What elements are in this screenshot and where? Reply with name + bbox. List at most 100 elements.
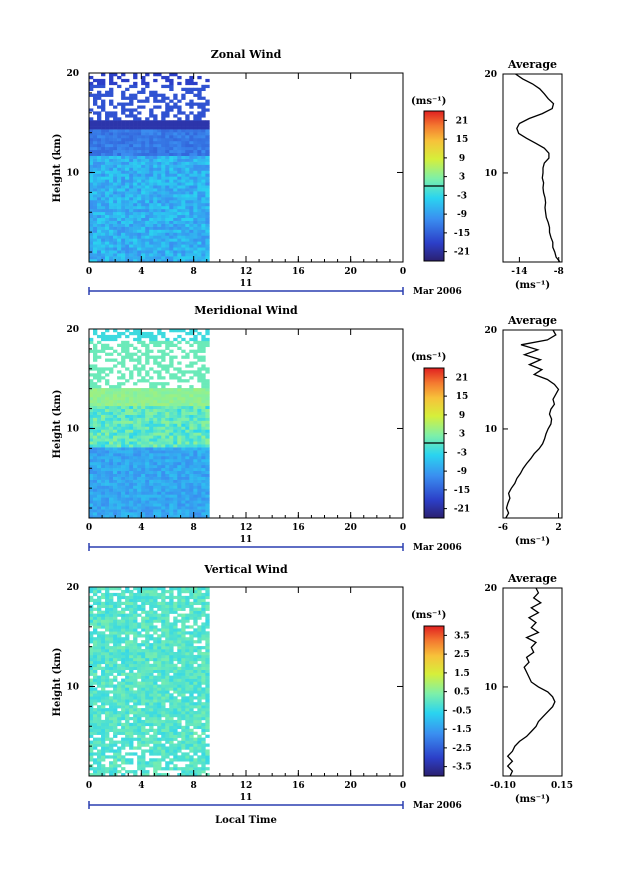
field-cell (113, 229, 118, 233)
field-cell (125, 616, 130, 620)
field-cell (181, 146, 186, 151)
field-cell (145, 687, 150, 691)
field-cell (181, 604, 186, 608)
field-cell (149, 226, 154, 230)
field-cell (93, 396, 98, 401)
field-cell (105, 173, 110, 177)
field-cell (109, 408, 114, 412)
field-cell (197, 235, 202, 239)
field-cell (137, 725, 142, 730)
field-cell (197, 464, 202, 469)
field-cell (117, 253, 122, 257)
field-cell (101, 755, 106, 759)
field-cell (101, 660, 106, 665)
field-cell (105, 604, 110, 608)
colorbar-tick-label: 15 (456, 392, 469, 402)
field-cell (149, 158, 154, 162)
field-cell (89, 423, 94, 427)
field-cell (133, 637, 138, 641)
field-cell (157, 672, 162, 676)
field-cell (177, 99, 182, 103)
field-cell (165, 607, 170, 611)
field-cell (125, 229, 130, 233)
field-cell (113, 385, 118, 389)
field-cell (141, 120, 146, 124)
field-cell (189, 399, 194, 404)
field-cell (109, 250, 114, 254)
field-cell (169, 622, 174, 626)
field-cell (157, 494, 162, 498)
field-cell (121, 331, 126, 336)
field-cell (161, 675, 166, 679)
field-cell (201, 226, 206, 230)
field-cell (101, 367, 106, 371)
field-cell (117, 634, 122, 638)
field-cell (185, 197, 190, 201)
field-cell (117, 646, 122, 650)
field-cell (89, 432, 94, 436)
field-cell (93, 214, 98, 218)
field-cell (141, 191, 146, 195)
field-cell (173, 161, 178, 165)
field-cell (89, 758, 94, 762)
field-cell (161, 140, 166, 145)
x-tick-label: 12 (240, 523, 253, 533)
field-cell (117, 208, 122, 213)
field-cell (93, 675, 98, 679)
field-cell (177, 205, 182, 210)
field-cell (117, 684, 122, 688)
field-cell (101, 722, 106, 727)
field-cell (141, 678, 146, 682)
field-cell (181, 405, 186, 410)
field-cell (189, 476, 194, 480)
field-cell (161, 643, 166, 647)
field-cell (113, 349, 118, 353)
field-cell (89, 654, 94, 659)
field-cell (161, 217, 166, 221)
field-cell (193, 740, 198, 744)
field-cell (93, 767, 98, 771)
field-cell (193, 361, 198, 365)
field-cell (185, 205, 190, 210)
field-cell (197, 232, 202, 236)
field-cell (93, 447, 98, 451)
field-cell (153, 749, 158, 753)
field-cell (141, 619, 146, 623)
field-cell (169, 179, 174, 183)
field-cell (101, 194, 106, 198)
field-cell (161, 188, 166, 192)
field-cell (181, 402, 186, 407)
field-cell (157, 737, 162, 741)
field-cell (133, 220, 138, 224)
field-cell (97, 202, 102, 207)
field-cell (173, 654, 178, 659)
field-cell (93, 696, 98, 700)
field-cell (109, 713, 114, 718)
field-cell (185, 503, 190, 507)
field-cell (145, 331, 150, 336)
field-cell (125, 702, 130, 706)
field-cell (181, 500, 186, 504)
field-cell (113, 749, 118, 753)
field-cell (197, 423, 202, 427)
field-cell (117, 429, 122, 433)
field-cell (141, 503, 146, 507)
field-cell (153, 637, 158, 641)
field-cell (161, 705, 166, 709)
field-cell (189, 259, 194, 263)
field-cell (201, 438, 206, 442)
field-cell (117, 649, 122, 653)
field-cell (169, 684, 174, 688)
field-cell (201, 199, 206, 204)
field-cell (189, 743, 194, 747)
field-cell (197, 420, 202, 424)
field-cell (93, 458, 98, 463)
field-cell (105, 158, 110, 162)
field-cell (181, 349, 186, 353)
field-cell (93, 373, 98, 377)
field-cell (97, 693, 102, 697)
field-cell (113, 140, 118, 145)
field-cell (141, 654, 146, 659)
field-cell (181, 179, 186, 183)
field-cell (117, 102, 122, 106)
